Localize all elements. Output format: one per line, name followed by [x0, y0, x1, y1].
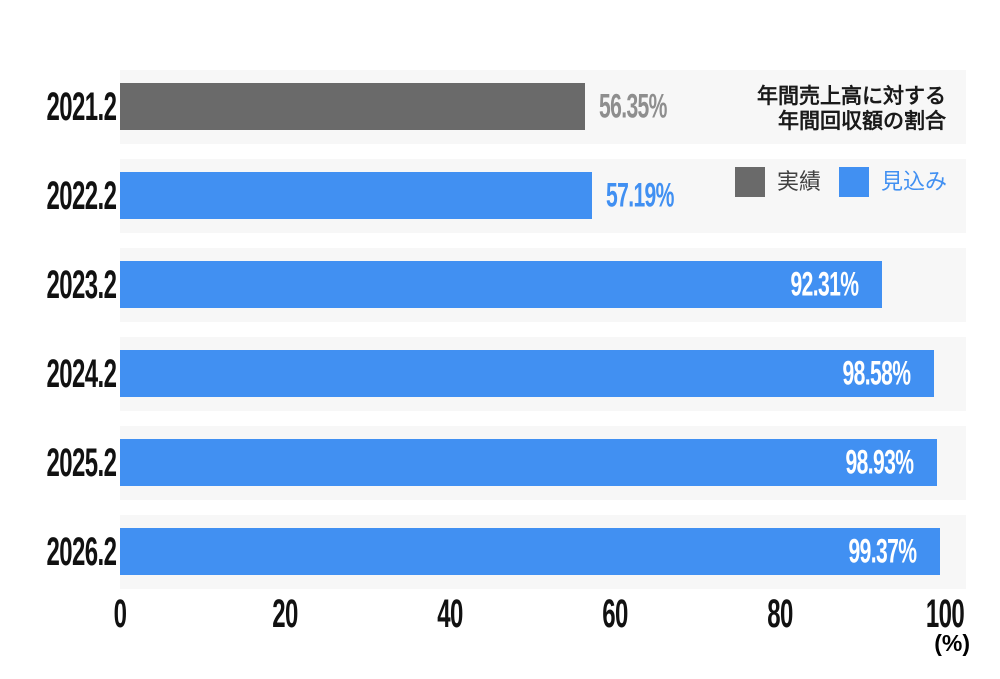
category-label-text: 2023.2	[46, 263, 117, 307]
x-tick-label: 0	[113, 592, 127, 636]
category-label-text: 2025.2	[46, 441, 117, 485]
legend-item: 実績	[734, 167, 821, 197]
x-tick-label: 20	[272, 592, 298, 636]
bar-value-label: 92.31%	[790, 265, 858, 303]
category-label: 2025.2	[0, 426, 117, 500]
chart-annotation: 年間売上高に対する 年間回収額の割合	[757, 84, 946, 134]
x-tick-label: 40	[437, 592, 463, 636]
chart-legend: 実績 見込み	[734, 167, 947, 197]
category-label-text: 2022.2	[46, 174, 117, 218]
category-label: 2022.2	[0, 159, 117, 233]
x-axis-unit-label: (%)	[934, 630, 970, 656]
bar-2023.2-見込み: 92.31%	[120, 261, 882, 308]
row-band: 98.58%	[120, 337, 966, 411]
category-label-text: 2024.2	[46, 352, 117, 396]
row-band: 98.93%	[120, 426, 966, 500]
bar-2025.2-見込み: 98.93%	[120, 439, 937, 486]
legend-label: 実績	[776, 169, 821, 194]
row-band: 99.37%	[120, 515, 966, 589]
category-label-text: 2021.2	[46, 85, 117, 129]
x-tick-label: 80	[767, 592, 794, 636]
legend-item: 見込み	[838, 167, 947, 197]
row-band: 92.31%	[120, 248, 966, 322]
bar-2021.2-実績: 56.35%	[120, 83, 667, 130]
category-label: 2023.2	[0, 248, 117, 322]
bar-2024.2-見込み: 98.58%	[120, 350, 934, 397]
annotation-line-1: 年間売上高に対する	[757, 85, 946, 108]
bar-value-label: 98.58%	[842, 354, 910, 392]
bar-value-label: 98.93%	[845, 443, 913, 481]
category-label: 2026.2	[0, 515, 117, 589]
row-band: 56.35%	[120, 70, 966, 144]
legend-label: 見込み	[880, 169, 947, 194]
category-label-text: 2026.2	[46, 530, 117, 574]
x-tick-label: 100	[926, 592, 965, 636]
bar-2026.2-見込み: 99.37%	[120, 528, 940, 575]
legend-swatch-icon	[838, 167, 869, 197]
bar-value-label: 56.35%	[599, 87, 667, 125]
bar-value-label: 57.19%	[606, 176, 674, 214]
bar-value-label: 99.37%	[848, 532, 916, 570]
row-band: 57.19%	[120, 159, 966, 233]
bar-2022.2-見込み: 57.19%	[120, 172, 674, 219]
legend-swatch-icon	[734, 167, 765, 197]
x-tick-label: 60	[602, 592, 628, 636]
annotation-line-2: 年間回収額の割合	[778, 110, 946, 133]
category-label: 2021.2	[0, 70, 117, 144]
category-label: 2024.2	[0, 337, 117, 411]
